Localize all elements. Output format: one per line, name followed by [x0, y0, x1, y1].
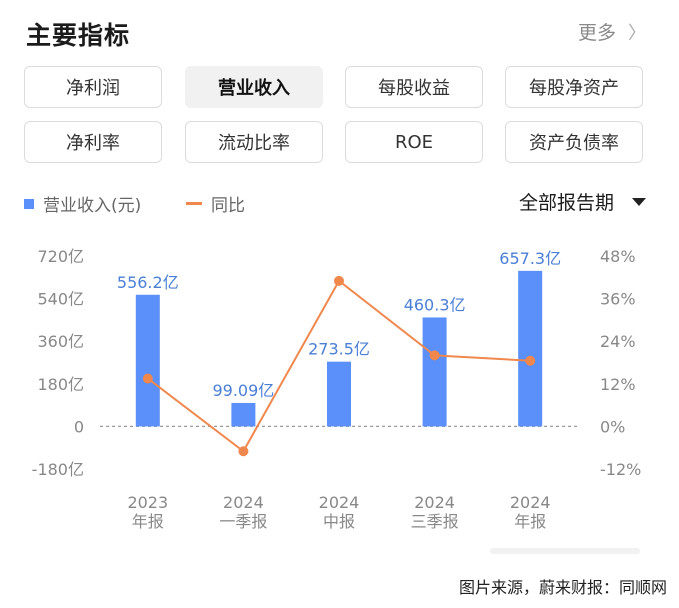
- x-tick-label-period: 年报: [132, 512, 164, 531]
- more-link[interactable]: 更多〉: [578, 18, 646, 45]
- revenue-bar: [135, 294, 160, 427]
- tab-roe[interactable]: ROE: [345, 121, 483, 163]
- x-tick-label-year: 2024: [510, 493, 551, 512]
- y-right-tick-label: 12%: [600, 375, 636, 394]
- tab-revenue[interactable]: 营业收入: [185, 66, 323, 108]
- chart-legend-row: 营业收入(元) 同比 全部报告期: [24, 188, 646, 218]
- period-select[interactable]: 全部报告期: [519, 188, 646, 215]
- yoy-point: [429, 350, 440, 361]
- legend-line-swatch: [186, 202, 202, 205]
- revenue-bar: [422, 317, 447, 427]
- bar-value-label: 273.5亿: [308, 340, 370, 359]
- bar-value-label: 460.3亿: [404, 295, 466, 314]
- tab-current-ratio[interactable]: 流动比率: [185, 121, 323, 163]
- revenue-bar: [327, 361, 351, 427]
- caret-down-icon: [632, 197, 646, 206]
- x-tick-label-year: 2024: [319, 493, 360, 512]
- x-tick-label-year: 2023: [127, 493, 168, 512]
- y-left-tick-label: 0: [74, 417, 84, 436]
- bar-value-label: 99.09亿: [212, 381, 274, 400]
- more-label: 更多: [577, 22, 616, 44]
- revenue-bar: [231, 402, 256, 427]
- tab-debt-ratio[interactable]: 资产负债率: [505, 121, 643, 163]
- tab-bvps[interactable]: 每股净资产: [505, 66, 643, 108]
- legend-bar-label: 营业收入(元): [43, 196, 142, 216]
- x-tick-label-period: 三季报: [411, 512, 459, 531]
- y-right-tick-label: 48%: [600, 247, 636, 266]
- legend-bar-swatch: [24, 198, 34, 209]
- legend-revenue[interactable]: 营业收入(元): [24, 191, 141, 216]
- y-right-tick-label: -12%: [600, 460, 641, 479]
- y-left-tick-label: -180亿: [32, 460, 84, 479]
- x-tick-label-period: 一季报: [219, 512, 267, 531]
- header: 主要指标 更多〉: [26, 14, 646, 54]
- y-left-tick-label: 540亿: [37, 290, 84, 309]
- tab-eps[interactable]: 每股收益: [345, 66, 483, 108]
- yoy-point: [238, 446, 249, 457]
- chart-scroll-thumb[interactable]: [490, 548, 640, 554]
- y-left-tick-label: 360亿: [37, 332, 84, 351]
- revenue-bar: [518, 270, 543, 427]
- yoy-point: [142, 373, 153, 384]
- page-title: 主要指标: [26, 21, 131, 50]
- revenue-chart: 720亿 540亿 360亿 180亿 0 -180亿 48% 36% 24% 12% 0% -12%…: [32, 247, 642, 531]
- x-tick-label-period: 中报: [323, 512, 355, 531]
- x-tick-label-period: 年报: [514, 512, 546, 531]
- y-right-tick-label: 24%: [600, 332, 636, 351]
- tab-net-margin[interactable]: 净利率: [24, 121, 162, 163]
- y-left-tick-label: 180亿: [37, 375, 84, 394]
- y-left-tick-label: 720亿: [37, 247, 84, 266]
- yoy-point: [525, 355, 536, 366]
- bar-value-label: 556.2亿: [117, 273, 179, 292]
- x-tick-label-year: 2024: [223, 493, 264, 512]
- bar-value-label: 657.3亿: [499, 249, 561, 268]
- chevron-right-icon: 〉: [628, 23, 646, 44]
- tab-net-profit[interactable]: 净利润: [24, 66, 162, 108]
- x-tick-label-year: 2024: [414, 493, 455, 512]
- y-right-tick-label: 36%: [600, 290, 636, 309]
- legend-yoy[interactable]: 同比: [186, 191, 245, 216]
- source-caption: 图片来源，蔚来财报：同顺网: [458, 578, 667, 597]
- period-select-value: 全部报告期: [518, 192, 614, 214]
- y-right-tick-label: 0%: [600, 417, 625, 436]
- legend-line-label: 同比: [211, 196, 245, 216]
- yoy-point: [334, 275, 344, 286]
